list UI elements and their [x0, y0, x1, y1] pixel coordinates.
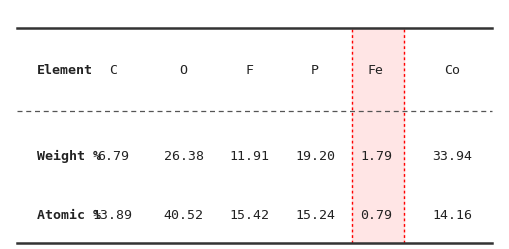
- Text: Weight %: Weight %: [37, 150, 101, 163]
- Bar: [352, 28, 404, 243]
- Text: 14.16: 14.16: [432, 209, 472, 222]
- Text: 40.52: 40.52: [163, 209, 204, 222]
- Text: 26.38: 26.38: [163, 150, 204, 163]
- Text: 15.42: 15.42: [230, 209, 269, 222]
- Text: 6.79: 6.79: [97, 150, 129, 163]
- Text: 33.94: 33.94: [432, 150, 472, 163]
- Text: O: O: [180, 64, 188, 77]
- Text: Element: Element: [37, 64, 93, 77]
- Text: 0.79: 0.79: [360, 209, 392, 222]
- Text: Fe: Fe: [368, 64, 384, 77]
- Text: P: P: [311, 64, 319, 77]
- Text: C: C: [109, 64, 117, 77]
- Text: Co: Co: [444, 64, 460, 77]
- Text: 11.91: 11.91: [230, 150, 269, 163]
- Text: 13.89: 13.89: [93, 209, 133, 222]
- Text: 1.79: 1.79: [360, 150, 392, 163]
- Text: Atomic %: Atomic %: [37, 209, 101, 222]
- Text: F: F: [245, 64, 253, 77]
- Text: 19.20: 19.20: [295, 150, 335, 163]
- Text: 15.24: 15.24: [295, 209, 335, 222]
